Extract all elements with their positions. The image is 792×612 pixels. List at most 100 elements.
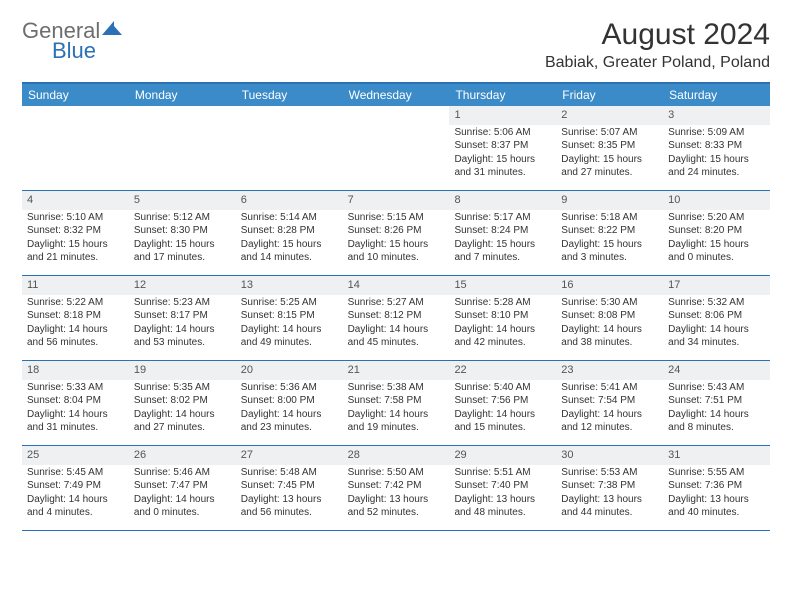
day-cell: 27Sunrise: 5:48 AMSunset: 7:45 PMDayligh… xyxy=(236,446,343,530)
day-number: 8 xyxy=(449,191,556,210)
daylight-line: Daylight: 14 hours and 34 minutes. xyxy=(668,323,765,350)
sunrise-line: Sunrise: 5:27 AM xyxy=(348,296,445,310)
day-body: Sunrise: 5:17 AMSunset: 8:24 PMDaylight:… xyxy=(449,210,556,269)
sunrise-line: Sunrise: 5:50 AM xyxy=(348,466,445,480)
sunrise-line: Sunrise: 5:06 AM xyxy=(454,126,551,140)
day-cell: 6Sunrise: 5:14 AMSunset: 8:28 PMDaylight… xyxy=(236,191,343,275)
day-cell: 11Sunrise: 5:22 AMSunset: 8:18 PMDayligh… xyxy=(22,276,129,360)
day-body: Sunrise: 5:27 AMSunset: 8:12 PMDaylight:… xyxy=(343,295,450,354)
sunset-line: Sunset: 8:08 PM xyxy=(561,309,658,323)
sunrise-line: Sunrise: 5:25 AM xyxy=(241,296,338,310)
sunset-line: Sunset: 7:47 PM xyxy=(134,479,231,493)
day-number: 14 xyxy=(343,276,450,295)
day-cell: 29Sunrise: 5:51 AMSunset: 7:40 PMDayligh… xyxy=(449,446,556,530)
empty-cell xyxy=(236,106,343,190)
sunset-line: Sunset: 8:06 PM xyxy=(668,309,765,323)
sunset-line: Sunset: 8:37 PM xyxy=(454,139,551,153)
day-number: 1 xyxy=(449,106,556,125)
sunrise-line: Sunrise: 5:12 AM xyxy=(134,211,231,225)
day-body: Sunrise: 5:25 AMSunset: 8:15 PMDaylight:… xyxy=(236,295,343,354)
day-body: Sunrise: 5:46 AMSunset: 7:47 PMDaylight:… xyxy=(129,465,236,524)
day-number: 23 xyxy=(556,361,663,380)
day-body: Sunrise: 5:09 AMSunset: 8:33 PMDaylight:… xyxy=(663,125,770,184)
empty-cell xyxy=(343,106,450,190)
day-body: Sunrise: 5:12 AMSunset: 8:30 PMDaylight:… xyxy=(129,210,236,269)
day-body: Sunrise: 5:45 AMSunset: 7:49 PMDaylight:… xyxy=(22,465,129,524)
sunrise-line: Sunrise: 5:09 AM xyxy=(668,126,765,140)
empty-cell xyxy=(129,106,236,190)
sunrise-line: Sunrise: 5:46 AM xyxy=(134,466,231,480)
week-row: 1Sunrise: 5:06 AMSunset: 8:37 PMDaylight… xyxy=(22,106,770,191)
week-row: 25Sunrise: 5:45 AMSunset: 7:49 PMDayligh… xyxy=(22,446,770,531)
daylight-line: Daylight: 14 hours and 23 minutes. xyxy=(241,408,338,435)
day-number: 15 xyxy=(449,276,556,295)
daylight-line: Daylight: 14 hours and 19 minutes. xyxy=(348,408,445,435)
day-number: 24 xyxy=(663,361,770,380)
day-cell: 20Sunrise: 5:36 AMSunset: 8:00 PMDayligh… xyxy=(236,361,343,445)
header: GeneralBlue August 2024 Babiak, Greater … xyxy=(22,18,770,72)
sunset-line: Sunset: 8:10 PM xyxy=(454,309,551,323)
day-body: Sunrise: 5:33 AMSunset: 8:04 PMDaylight:… xyxy=(22,380,129,439)
weekday-header: Saturday xyxy=(663,84,770,106)
sunrise-line: Sunrise: 5:33 AM xyxy=(27,381,124,395)
weekday-header: Sunday xyxy=(22,84,129,106)
sunrise-line: Sunrise: 5:07 AM xyxy=(561,126,658,140)
sunset-line: Sunset: 7:51 PM xyxy=(668,394,765,408)
day-cell: 5Sunrise: 5:12 AMSunset: 8:30 PMDaylight… xyxy=(129,191,236,275)
sunrise-line: Sunrise: 5:10 AM xyxy=(27,211,124,225)
daylight-line: Daylight: 14 hours and 0 minutes. xyxy=(134,493,231,520)
day-number: 9 xyxy=(556,191,663,210)
daylight-line: Daylight: 15 hours and 27 minutes. xyxy=(561,153,658,180)
daylight-line: Daylight: 14 hours and 49 minutes. xyxy=(241,323,338,350)
sunrise-line: Sunrise: 5:38 AM xyxy=(348,381,445,395)
day-cell: 7Sunrise: 5:15 AMSunset: 8:26 PMDaylight… xyxy=(343,191,450,275)
day-number: 22 xyxy=(449,361,556,380)
day-number: 6 xyxy=(236,191,343,210)
day-cell: 8Sunrise: 5:17 AMSunset: 8:24 PMDaylight… xyxy=(449,191,556,275)
day-cell: 4Sunrise: 5:10 AMSunset: 8:32 PMDaylight… xyxy=(22,191,129,275)
sunset-line: Sunset: 7:49 PM xyxy=(27,479,124,493)
logo: GeneralBlue xyxy=(22,18,122,64)
sunrise-line: Sunrise: 5:41 AM xyxy=(561,381,658,395)
calendar: SundayMondayTuesdayWednesdayThursdayFrid… xyxy=(22,82,770,531)
title-block: August 2024 Babiak, Greater Poland, Pola… xyxy=(545,18,770,72)
daylight-line: Daylight: 15 hours and 31 minutes. xyxy=(454,153,551,180)
day-body: Sunrise: 5:18 AMSunset: 8:22 PMDaylight:… xyxy=(556,210,663,269)
day-number: 17 xyxy=(663,276,770,295)
day-cell: 2Sunrise: 5:07 AMSunset: 8:35 PMDaylight… xyxy=(556,106,663,190)
logo-text-blue: Blue xyxy=(52,38,122,64)
day-number: 25 xyxy=(22,446,129,465)
daylight-line: Daylight: 14 hours and 53 minutes. xyxy=(134,323,231,350)
day-number: 26 xyxy=(129,446,236,465)
sunrise-line: Sunrise: 5:28 AM xyxy=(454,296,551,310)
day-cell: 16Sunrise: 5:30 AMSunset: 8:08 PMDayligh… xyxy=(556,276,663,360)
daylight-line: Daylight: 14 hours and 8 minutes. xyxy=(668,408,765,435)
sunrise-line: Sunrise: 5:22 AM xyxy=(27,296,124,310)
sunrise-line: Sunrise: 5:45 AM xyxy=(27,466,124,480)
day-cell: 23Sunrise: 5:41 AMSunset: 7:54 PMDayligh… xyxy=(556,361,663,445)
day-number: 11 xyxy=(22,276,129,295)
weekday-header: Tuesday xyxy=(236,84,343,106)
weekday-header: Thursday xyxy=(449,84,556,106)
day-body: Sunrise: 5:10 AMSunset: 8:32 PMDaylight:… xyxy=(22,210,129,269)
location: Babiak, Greater Poland, Poland xyxy=(545,54,770,72)
day-body: Sunrise: 5:41 AMSunset: 7:54 PMDaylight:… xyxy=(556,380,663,439)
day-body: Sunrise: 5:55 AMSunset: 7:36 PMDaylight:… xyxy=(663,465,770,524)
sunrise-line: Sunrise: 5:51 AM xyxy=(454,466,551,480)
daylight-line: Daylight: 13 hours and 40 minutes. xyxy=(668,493,765,520)
day-number: 30 xyxy=(556,446,663,465)
day-number: 16 xyxy=(556,276,663,295)
sunset-line: Sunset: 7:36 PM xyxy=(668,479,765,493)
sunset-line: Sunset: 8:00 PM xyxy=(241,394,338,408)
sunset-line: Sunset: 7:40 PM xyxy=(454,479,551,493)
sunset-line: Sunset: 8:15 PM xyxy=(241,309,338,323)
day-body: Sunrise: 5:06 AMSunset: 8:37 PMDaylight:… xyxy=(449,125,556,184)
daylight-line: Daylight: 14 hours and 4 minutes. xyxy=(27,493,124,520)
sunset-line: Sunset: 7:42 PM xyxy=(348,479,445,493)
daylight-line: Daylight: 15 hours and 3 minutes. xyxy=(561,238,658,265)
weekday-header: Monday xyxy=(129,84,236,106)
sunrise-line: Sunrise: 5:43 AM xyxy=(668,381,765,395)
day-number: 27 xyxy=(236,446,343,465)
day-body: Sunrise: 5:07 AMSunset: 8:35 PMDaylight:… xyxy=(556,125,663,184)
sunset-line: Sunset: 8:26 PM xyxy=(348,224,445,238)
